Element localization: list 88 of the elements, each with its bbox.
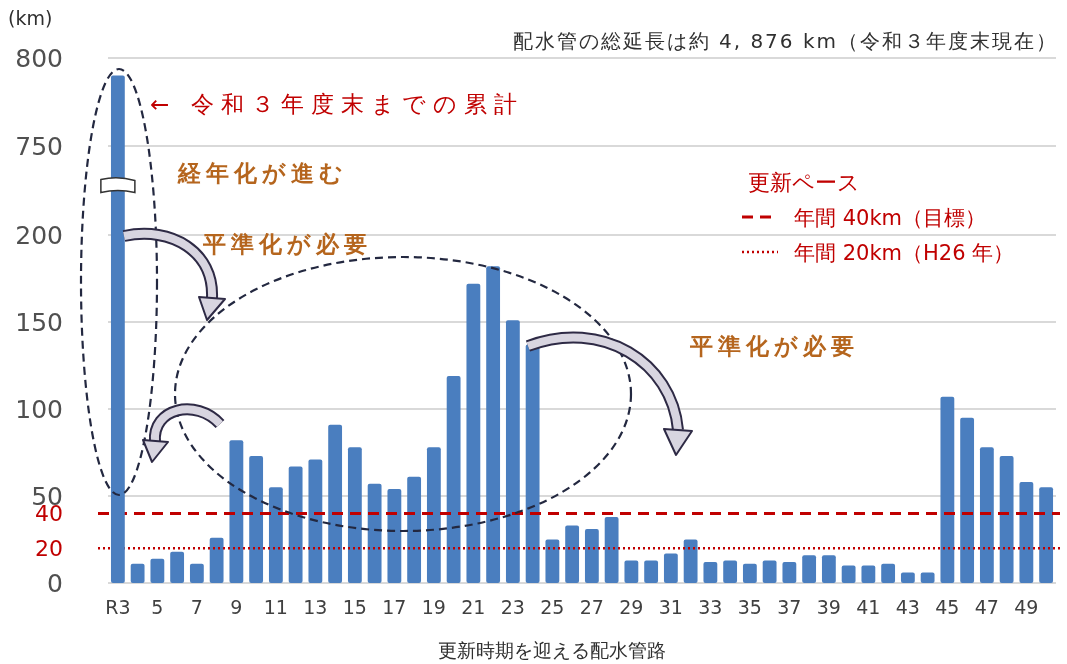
x-tick-label: 25: [540, 596, 565, 618]
x-tick-label: 17: [382, 596, 407, 618]
bar: [130, 563, 145, 583]
bar: [229, 440, 244, 583]
chart-title: 配水管の総延長は約 4, 876 km（令和３年度末現在）: [512, 29, 1058, 53]
bar: [565, 525, 580, 583]
x-tick-label: 37: [777, 596, 802, 618]
bar: [920, 572, 935, 583]
bar: [486, 266, 501, 583]
bar: [604, 516, 619, 583]
x-tick-label: 29: [619, 596, 644, 618]
bar: [268, 487, 283, 583]
bar: [644, 560, 659, 583]
x-tick-label: 15: [342, 596, 367, 618]
bar: [742, 563, 757, 583]
bar: [525, 344, 540, 583]
bar: [1019, 482, 1034, 583]
x-tick-label: 9: [230, 596, 243, 618]
x-tick-label: 45: [935, 596, 960, 618]
y-axis-title: (km): [8, 7, 53, 29]
bar: [900, 572, 915, 583]
x-axis-title: 更新時期を迎える配水管路: [438, 639, 666, 661]
bar: [545, 539, 560, 583]
bar: [466, 283, 481, 583]
y-tick-label: 20: [35, 536, 63, 562]
bar: [584, 529, 599, 583]
legend-label: 年間 20km（H26 年）: [794, 241, 1015, 265]
bar: [841, 565, 856, 583]
bar: [1039, 487, 1054, 583]
bar: [446, 375, 461, 583]
bar: [367, 483, 382, 583]
annotation: ← 令和３年度末までの累計: [150, 91, 524, 117]
x-tick-label: 35: [737, 596, 762, 618]
bar: [288, 466, 303, 583]
bar: [308, 459, 323, 583]
x-tick-label: 11: [263, 596, 288, 618]
bar: [407, 476, 422, 583]
bar: [249, 455, 264, 583]
x-tick-label: 27: [579, 596, 604, 618]
x-tick-label: 21: [461, 596, 486, 618]
x-tick-label: 7: [190, 596, 203, 618]
x-tick-label: 43: [895, 596, 920, 618]
bar: [979, 447, 994, 583]
text: 経年化が進む: [177, 160, 348, 186]
bar: [861, 565, 876, 583]
bar: [782, 562, 797, 583]
x-tick-label: 13: [303, 596, 328, 618]
bar: [170, 551, 185, 583]
bar: [505, 320, 520, 583]
bar: [703, 562, 718, 583]
bar: [426, 447, 441, 583]
bar: [940, 396, 955, 583]
bar: [209, 537, 224, 583]
bar: [150, 558, 165, 583]
bar: [387, 489, 402, 583]
bar: [802, 555, 817, 583]
legend-title: 更新ペース: [748, 170, 860, 195]
x-tick-label: 5: [151, 596, 164, 618]
y-tick-label: 150: [15, 308, 63, 337]
bar: [999, 455, 1014, 583]
bar: [189, 563, 204, 583]
y-tick-label: 100: [15, 395, 63, 424]
bar: [624, 560, 639, 583]
bar: [821, 555, 836, 583]
x-tick-label: 47: [974, 596, 999, 618]
legend-label: 年間 40km（目標）: [794, 206, 987, 230]
bar: [723, 560, 738, 583]
x-tick-label: 49: [1014, 596, 1039, 618]
y-tick-label: 750: [15, 132, 63, 161]
y-tick-label: 200: [15, 221, 63, 250]
x-tick-label: 33: [698, 596, 723, 618]
bar: [328, 424, 343, 583]
bar: [960, 417, 975, 583]
bar: [347, 447, 362, 583]
annotation: 平準化が必要: [689, 333, 859, 359]
x-tick-label: 23: [500, 596, 525, 618]
x-tick-label: 41: [856, 596, 881, 618]
x-tick-label: 39: [816, 596, 841, 618]
bar: [762, 560, 777, 583]
x-tick-label: R3: [105, 596, 131, 618]
annotation: 平準化が必要: [202, 231, 372, 257]
y-tick-label: 800: [15, 44, 63, 73]
x-tick-label: 19: [421, 596, 446, 618]
bar: [663, 553, 678, 583]
bar: [683, 539, 698, 583]
x-tick-label: 31: [658, 596, 683, 618]
y-tick-label: 0: [47, 569, 63, 598]
bar: [881, 563, 896, 583]
